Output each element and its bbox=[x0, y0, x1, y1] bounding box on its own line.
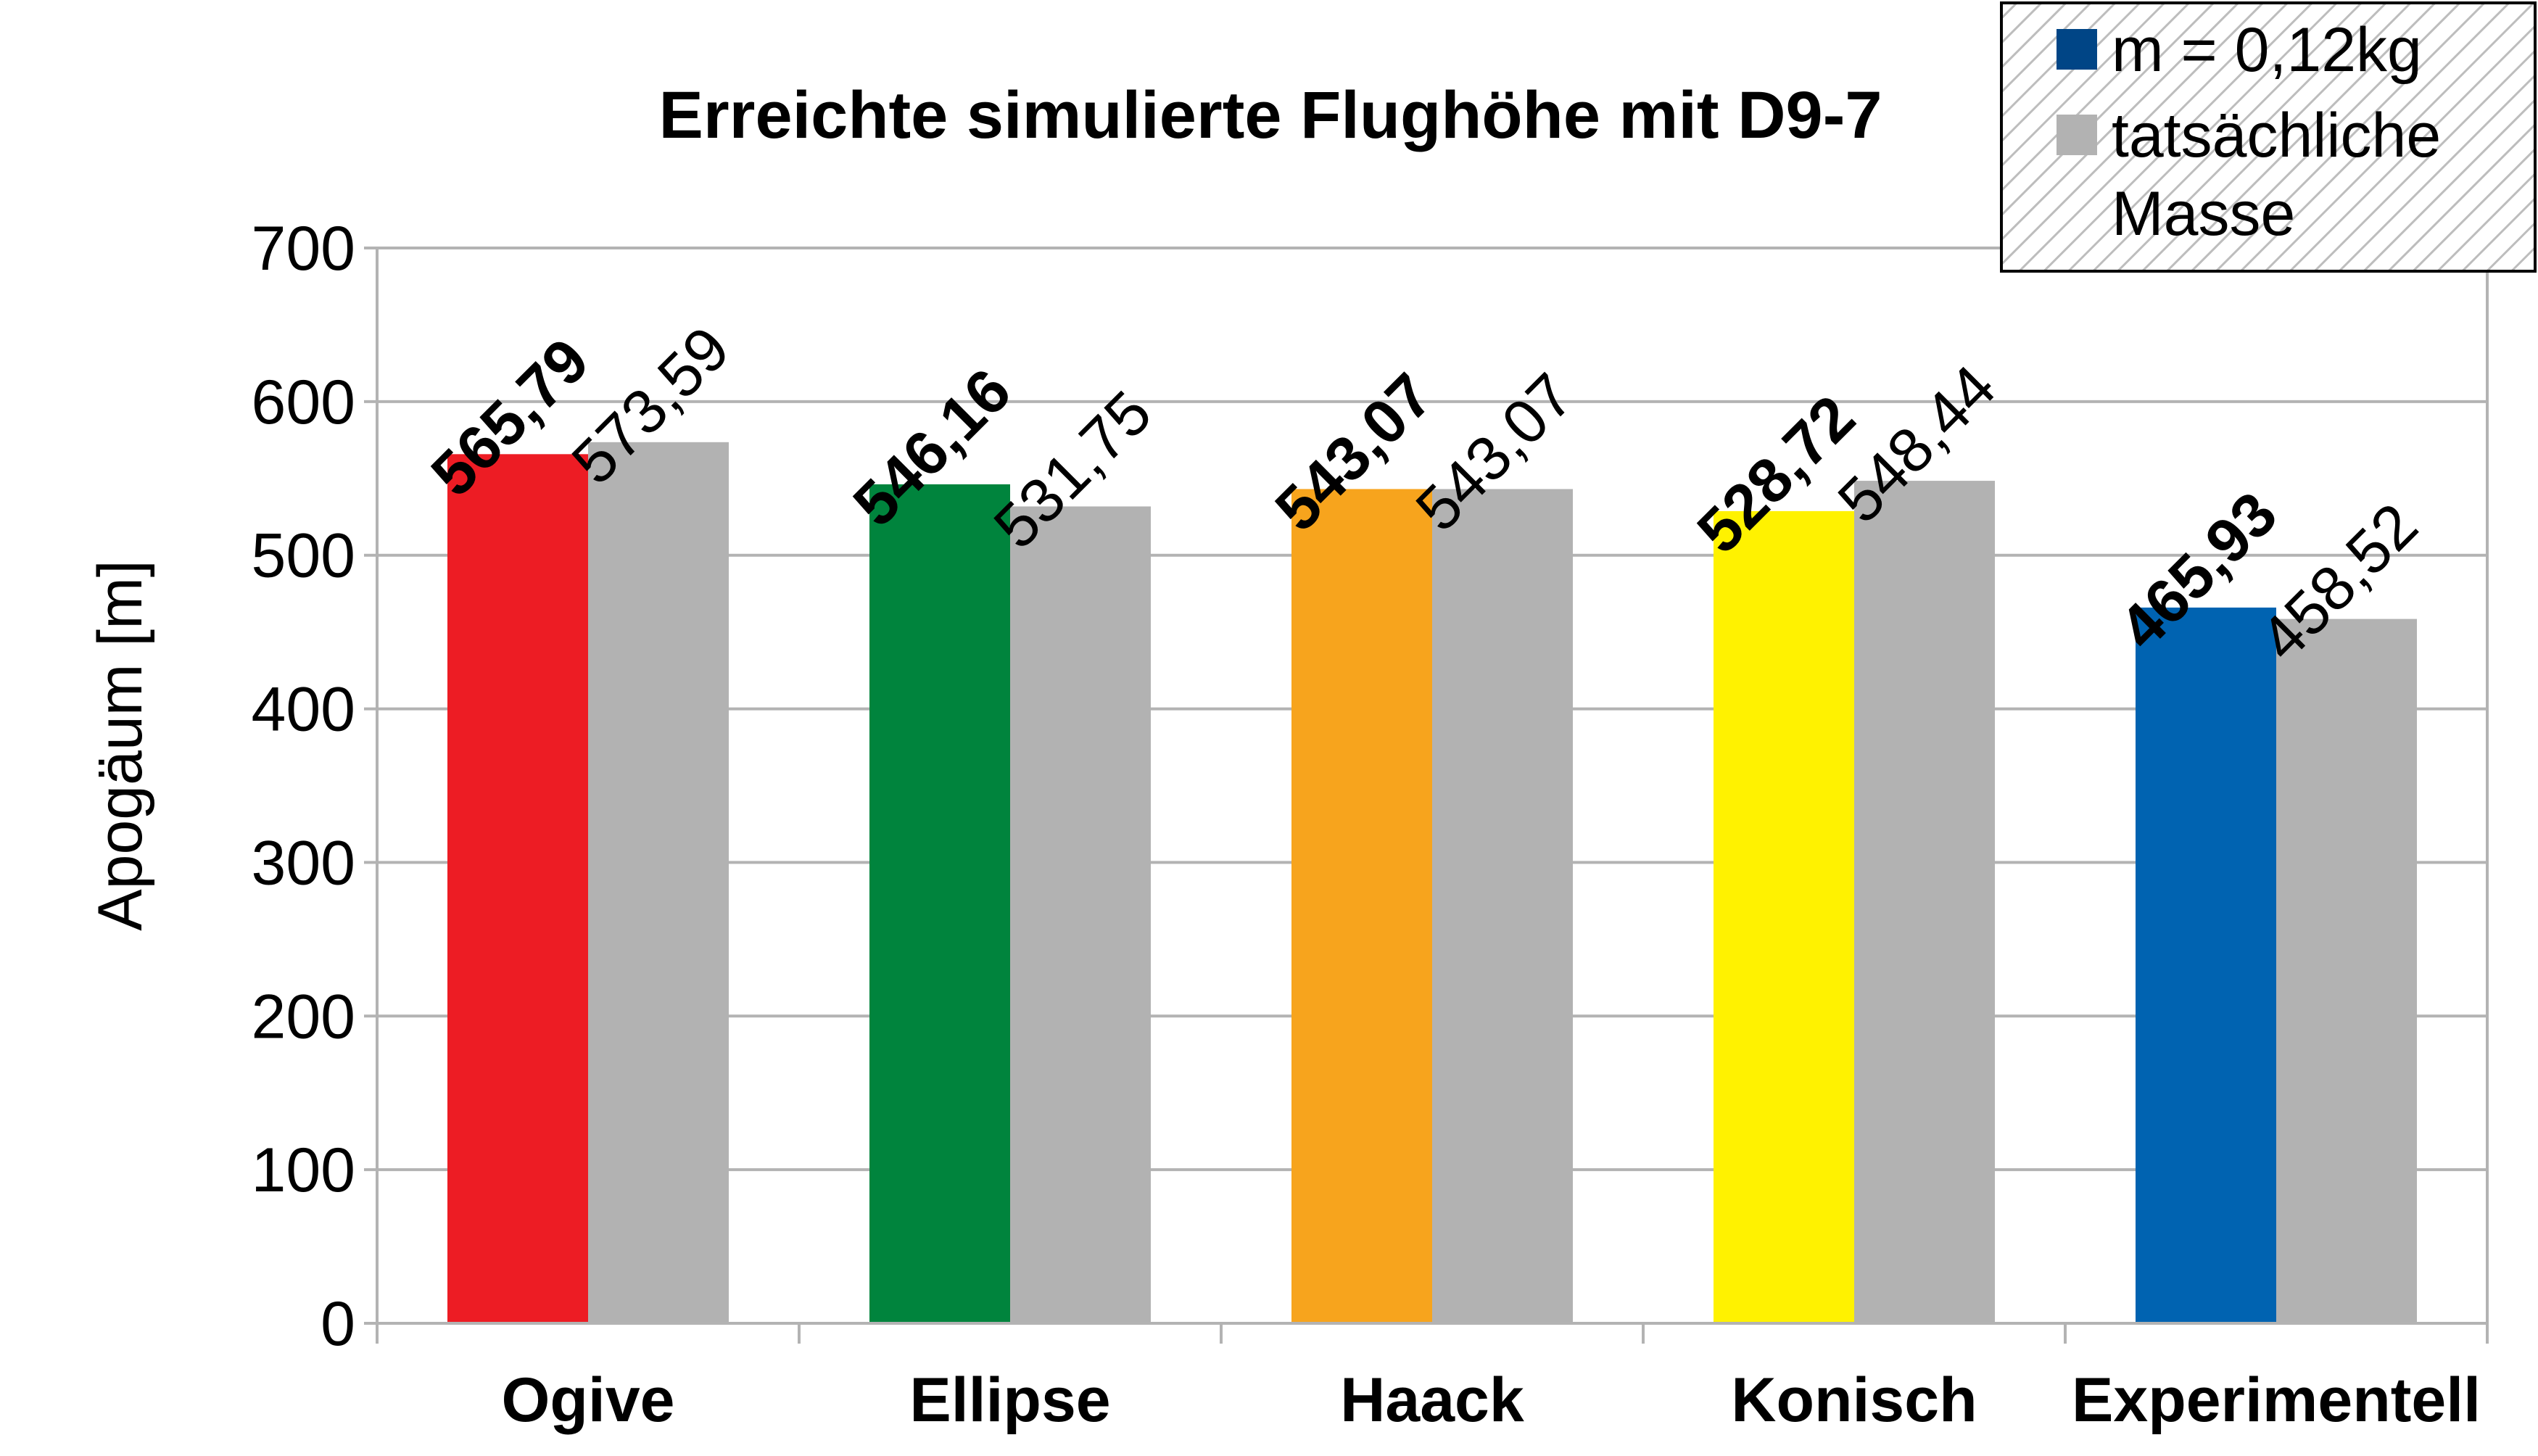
x-tick-label: Konisch bbox=[1731, 1365, 1977, 1435]
legend-label: m = 0,12kg bbox=[2112, 15, 2422, 85]
bar bbox=[869, 484, 1010, 1323]
chart-title: Erreichte simulierte Flughöhe mit D9-7 bbox=[658, 78, 1882, 152]
legend: m = 0,12kg tatsächliche Masse bbox=[2000, 1, 2537, 273]
x-tick-label: Haack bbox=[1340, 1365, 1524, 1435]
bar bbox=[447, 454, 588, 1323]
bars bbox=[447, 442, 2417, 1323]
x-tick-label: Experimentell bbox=[2072, 1365, 2481, 1435]
bar bbox=[1714, 510, 1854, 1323]
y-tick-label: 600 bbox=[252, 368, 356, 437]
legend-swatch bbox=[2057, 115, 2097, 155]
bar bbox=[588, 442, 729, 1323]
axes bbox=[376, 248, 2489, 1344]
bar bbox=[1854, 481, 1995, 1323]
bar bbox=[1010, 506, 1151, 1323]
legend-label: tatsächliche bbox=[2112, 101, 2441, 170]
bar bbox=[1432, 489, 1573, 1323]
y-tick-label: 0 bbox=[321, 1289, 355, 1359]
y-tick-label: 700 bbox=[252, 214, 356, 284]
bar bbox=[2136, 607, 2276, 1323]
y-tick-labels: 0 100 200 300 400 500 600 700 bbox=[252, 214, 356, 1359]
y-tick-label: 300 bbox=[252, 828, 356, 898]
bar bbox=[1291, 489, 1432, 1323]
y-tick-label: 200 bbox=[252, 982, 356, 1051]
y-tick-label: 400 bbox=[252, 675, 356, 745]
x-tick-label: Ellipse bbox=[909, 1365, 1110, 1435]
legend-swatch bbox=[2057, 29, 2097, 70]
x-tick-labels: Ogive Ellipse Haack Konisch Experimentell bbox=[502, 1365, 2481, 1435]
y-axis-label: Apogäum [m] bbox=[86, 560, 155, 930]
x-tick-label: Ogive bbox=[502, 1365, 675, 1435]
y-tick-label: 100 bbox=[252, 1136, 356, 1205]
bar bbox=[2276, 619, 2417, 1323]
legend-label: Masse bbox=[2112, 179, 2295, 249]
y-tick-label: 500 bbox=[252, 521, 356, 591]
